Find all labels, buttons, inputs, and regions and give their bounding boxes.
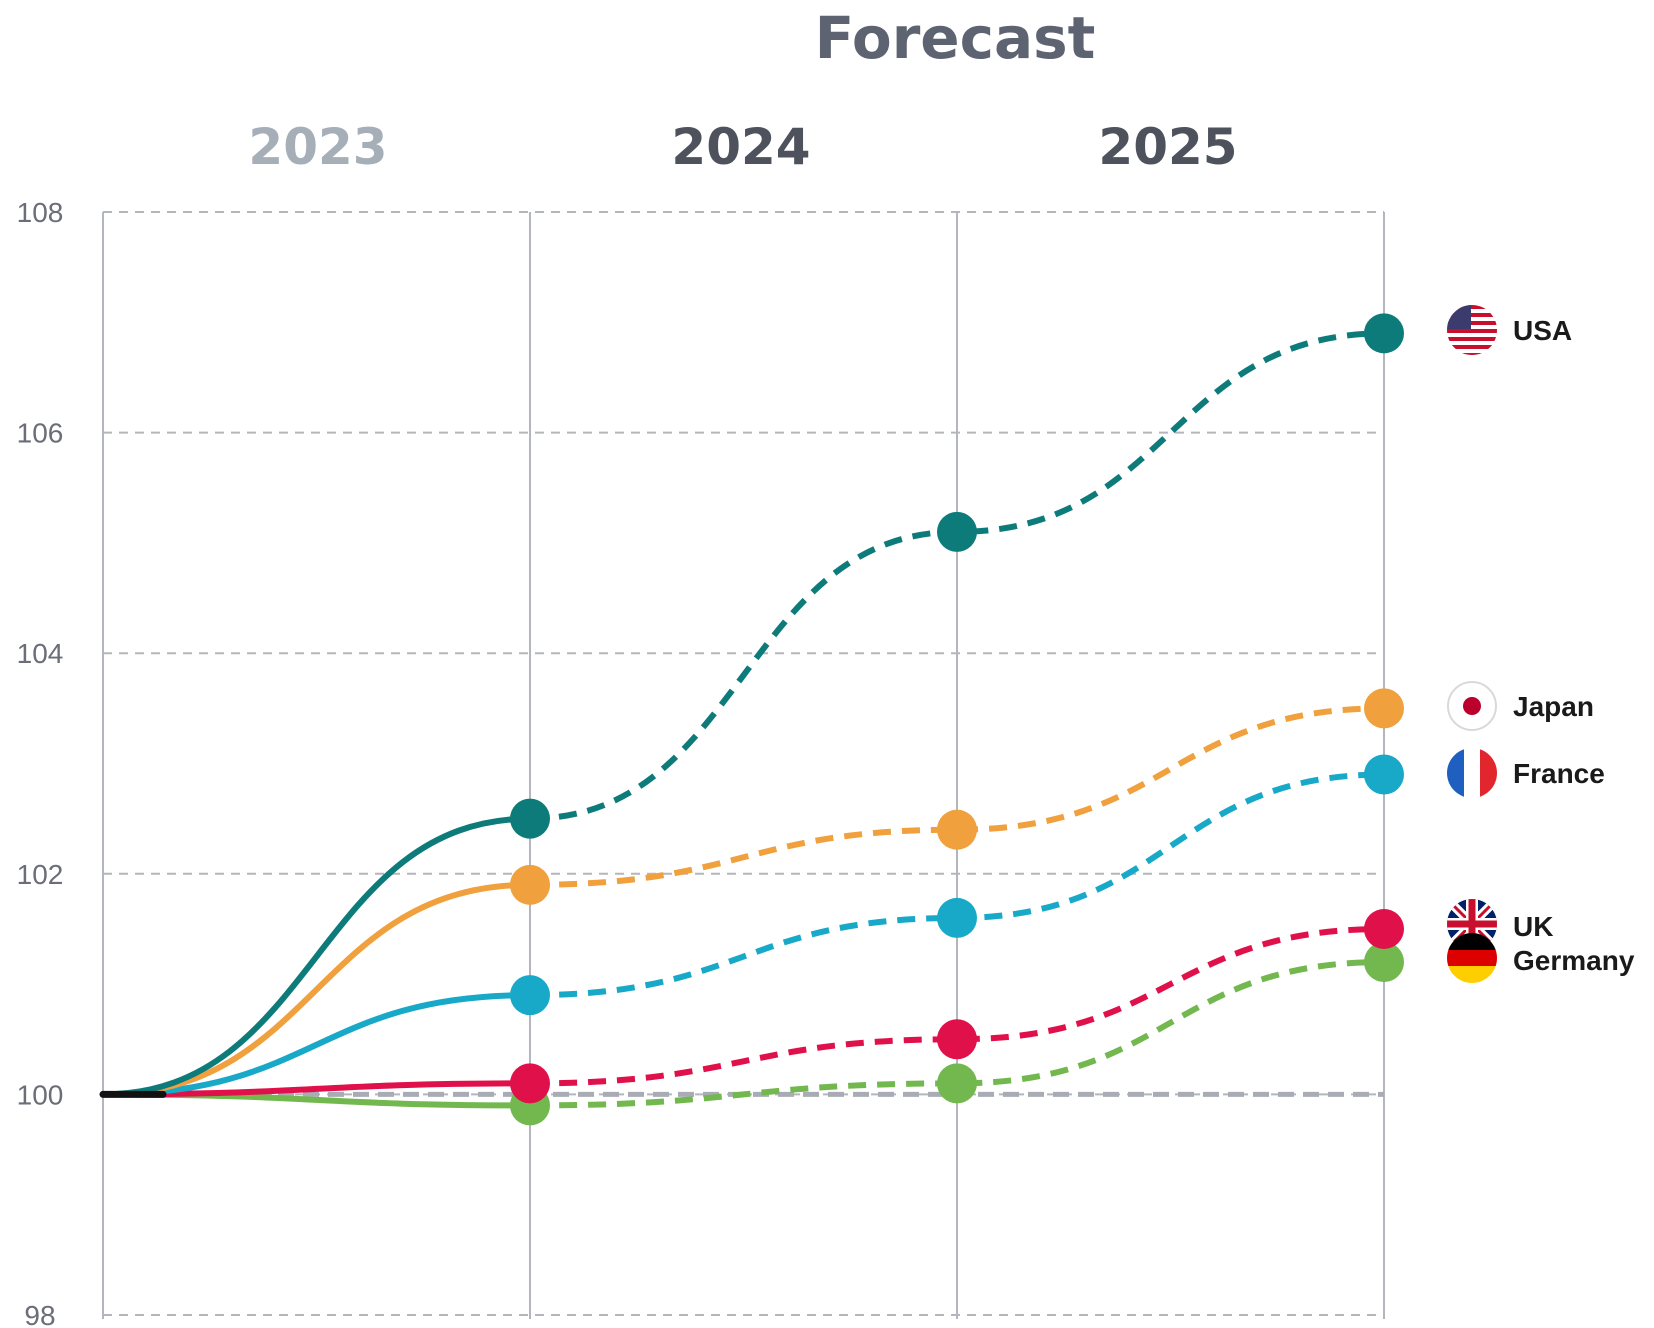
data-point-usa (1364, 313, 1404, 354)
series-line-actual-usa (100, 815, 533, 1098)
data-point-france (510, 975, 550, 1016)
year-label-2025: 2025 (1098, 118, 1237, 176)
y-tick-label: 108 (17, 197, 64, 228)
y-axis-tick-labels: 108 106 104 102 100 98 (17, 197, 64, 1328)
label-usa: USA (1513, 315, 1572, 346)
series-points (510, 313, 1404, 1126)
y-tick-label: 100 (17, 1079, 64, 1110)
data-point-japan (1364, 688, 1404, 729)
data-point-uk (937, 1019, 977, 1060)
y-tick-label: 104 (17, 638, 64, 669)
data-point-japan (937, 809, 977, 850)
data-point-japan (510, 864, 550, 905)
series-line-actual-uk (100, 1080, 533, 1098)
forecast-title: Forecast (815, 4, 1096, 72)
data-point-uk (510, 1063, 550, 1104)
y-tick-label: 102 (17, 859, 64, 890)
series-line-forecast-uk (529, 925, 1385, 1087)
label-france: France (1513, 758, 1605, 789)
data-point-uk (1364, 908, 1404, 949)
data-point-france (937, 897, 977, 938)
series-line-forecast-germany (529, 959, 1385, 1109)
data-point-usa (937, 511, 977, 552)
data-point-usa (510, 798, 550, 839)
horizontal-gridlines (103, 211, 1384, 1316)
japan-flag-icon (1447, 681, 1497, 731)
y-tick-label: 98 (24, 1300, 55, 1328)
series-line-forecast-japan (529, 705, 1385, 888)
year-label-2023: 2023 (248, 118, 387, 176)
label-japan: Japan (1513, 691, 1594, 722)
usa-flag-icon (1447, 305, 1497, 355)
germany-flag-icon (1447, 933, 1497, 983)
year-label-2024: 2024 (671, 118, 810, 176)
label-germany: Germany (1513, 945, 1635, 976)
series-line-actual-japan (100, 881, 533, 1098)
vertical-gridlines (102, 212, 1385, 1319)
y-tick-label: 106 (17, 418, 64, 449)
data-point-germany (937, 1063, 977, 1104)
label-uk: UK (1513, 911, 1553, 942)
series-line-actual-france (100, 992, 533, 1098)
data-point-germany (1364, 942, 1404, 983)
france-flag-icon (1447, 748, 1497, 798)
series-lines (99, 330, 1385, 1109)
data-point-france (1364, 754, 1404, 795)
